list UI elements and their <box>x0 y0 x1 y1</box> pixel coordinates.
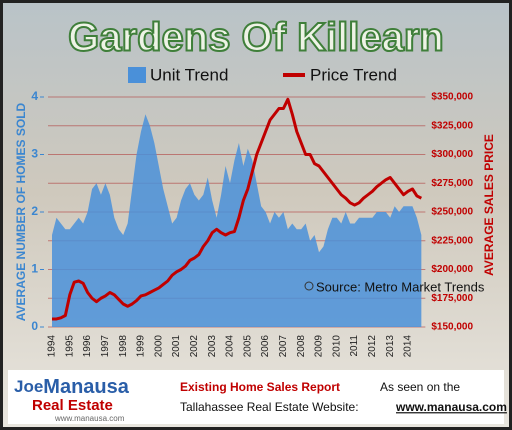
y-tick-label: 0 <box>31 319 38 333</box>
x-tick-label: 2003 <box>207 335 218 358</box>
y-tick-label: 2 <box>31 204 38 218</box>
website-label: Tallahassee Real Estate Website: <box>180 400 359 414</box>
source-icon <box>304 281 314 291</box>
footer-panel <box>8 370 504 424</box>
x-tick-label: 1998 <box>118 335 129 358</box>
logo: JoeManausa <box>14 376 130 398</box>
y2-axis-label: AVERAGE SALES PRICE <box>482 134 496 276</box>
y2-tick-label: $150,000 <box>431 322 473 333</box>
source: Source: Metro Market Trends <box>316 279 485 294</box>
seen-on: As seen on the <box>380 380 460 394</box>
price-line <box>52 97 423 321</box>
x-tick-label: 2013 <box>385 335 396 358</box>
y-tick-label: 3 <box>31 147 38 161</box>
x-tick-label: 1994 <box>47 335 58 358</box>
y2-tick-label: $325,000 <box>431 120 473 131</box>
x-tick-label: 1999 <box>136 335 147 358</box>
report-title: Existing Home Sales Report <box>180 380 340 394</box>
y2-tick-label: $225,000 <box>431 235 473 246</box>
x-tick-label: 1997 <box>100 335 111 358</box>
x-tick-label: 2007 <box>278 335 289 358</box>
x-tick-label: 1996 <box>82 335 93 358</box>
x-tick-label: 2004 <box>225 335 236 358</box>
logo-url: www.manausa.com <box>54 414 125 423</box>
y-tick-label: 4 <box>31 89 38 103</box>
x-tick-label: 2006 <box>260 335 271 358</box>
y2-tick-label: $250,000 <box>431 207 473 218</box>
y2-tick-label: $275,000 <box>431 178 473 189</box>
x-tick-label: 2001 <box>171 335 182 358</box>
x-tick-label: 2000 <box>153 335 164 358</box>
x-tick-label: 1995 <box>64 335 75 358</box>
x-tick-label: 2008 <box>296 335 307 358</box>
y-tick-label: 1 <box>31 262 38 276</box>
legend-swatch <box>128 67 146 83</box>
x-tick-label: 2009 <box>314 335 325 358</box>
legend-label: Unit Trend <box>150 65 228 84</box>
x-tick-label: 2012 <box>367 335 378 358</box>
x-tick-label: 2010 <box>331 335 342 358</box>
x-tick-label: 2005 <box>242 335 253 358</box>
website-url[interactable]: www.manausa.com <box>395 400 507 414</box>
x-tick-label: 2014 <box>403 335 414 358</box>
y2-tick-label: $200,000 <box>431 264 473 275</box>
x-tick-label: 2002 <box>189 335 200 358</box>
y2-tick-label: $175,000 <box>431 293 473 304</box>
x-tick-label: 2011 <box>349 335 360 357</box>
plot: $150,000 $175,000 $200,000 $225,000 $250,000… <box>31 89 473 357</box>
chart-title: Gardens Of Killearn <box>68 16 444 60</box>
y2-tick-label: $300,000 <box>431 149 473 160</box>
logo-sub: Real Estate <box>32 397 113 414</box>
legend-label: Price Trend <box>310 65 397 84</box>
y-axis-label: AVERAGE NUMBER OF HOMES SOLD <box>14 102 28 321</box>
y2-tick-label: $350,000 <box>431 92 473 103</box>
